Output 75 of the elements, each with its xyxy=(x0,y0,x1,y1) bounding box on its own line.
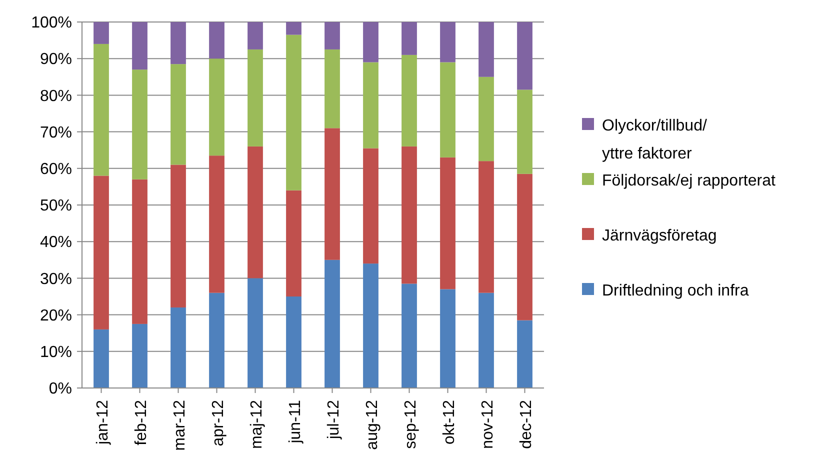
bar xyxy=(94,329,109,388)
x-tick-label: maj-12 xyxy=(248,400,266,449)
y-tick-label: 30% xyxy=(40,270,72,288)
x-tick-label: sep-12 xyxy=(402,400,420,449)
bar xyxy=(478,76,494,162)
y-tick-label: 90% xyxy=(40,51,72,68)
y-tick-label: 100% xyxy=(31,14,72,32)
bar xyxy=(402,284,417,388)
bar xyxy=(478,161,494,293)
bar xyxy=(440,289,456,388)
x-tick-label: jan-12 xyxy=(94,400,112,446)
bar xyxy=(363,148,378,264)
bar xyxy=(478,292,494,388)
bar xyxy=(209,58,224,156)
bar xyxy=(132,70,148,180)
bar xyxy=(402,146,417,284)
bar xyxy=(170,307,186,388)
bar xyxy=(402,22,417,55)
bar xyxy=(363,264,378,388)
y-tick-label: 60% xyxy=(40,161,72,178)
y-tick-label: 80% xyxy=(40,88,72,105)
bar xyxy=(132,22,148,70)
bar xyxy=(286,34,302,190)
bar xyxy=(324,260,340,388)
bar xyxy=(324,22,340,50)
x-tick-label: jul-12 xyxy=(325,400,342,440)
x-tick-label: nov-12 xyxy=(479,400,496,449)
bar xyxy=(132,324,148,388)
y-tick-label: 40% xyxy=(40,234,72,252)
bar xyxy=(248,278,263,388)
x-tick-label: aug-12 xyxy=(364,400,381,450)
bar xyxy=(402,54,417,146)
bar xyxy=(517,22,532,90)
bar xyxy=(286,190,302,296)
y-tick-label: 20% xyxy=(40,307,72,324)
bar xyxy=(517,90,532,174)
bar xyxy=(440,22,456,62)
bar xyxy=(363,22,378,62)
bar xyxy=(248,146,263,278)
bar xyxy=(209,22,224,59)
bar xyxy=(209,156,224,293)
bar xyxy=(94,176,109,330)
x-tick-label: feb-12 xyxy=(132,400,150,446)
bar xyxy=(478,22,494,77)
legend-label: Olyckor/tillbud/yttre faktorer xyxy=(602,118,708,163)
bar xyxy=(132,179,148,324)
bar xyxy=(170,164,186,308)
x-tick-label: okt-12 xyxy=(440,400,458,444)
bar xyxy=(517,174,532,320)
legend-label: Driftledning och infra xyxy=(602,282,749,300)
y-tick-label: 50% xyxy=(40,198,72,215)
y-tick-label: 70% xyxy=(40,124,72,142)
bar xyxy=(324,49,340,128)
bar xyxy=(248,49,263,146)
bar xyxy=(286,296,302,388)
bar xyxy=(94,22,109,44)
bar xyxy=(286,22,302,35)
x-tick-label: jun-11 xyxy=(286,400,304,444)
bar xyxy=(94,44,109,176)
bar xyxy=(517,320,532,388)
x-tick-label: apr-12 xyxy=(210,400,227,446)
legend-label: Järnvägsföretag xyxy=(602,228,717,245)
x-tick-label: dec-12 xyxy=(518,400,535,449)
bar xyxy=(324,128,340,260)
bar xyxy=(248,22,263,50)
bar xyxy=(440,62,456,158)
bar xyxy=(440,157,456,290)
y-tick-label: 0% xyxy=(48,380,72,398)
bar xyxy=(170,64,186,165)
bar xyxy=(209,292,224,388)
legend-label: Följdorsak/ej rapporterat xyxy=(602,172,776,190)
bar xyxy=(363,62,378,148)
y-tick-label: 10% xyxy=(40,344,72,361)
bar xyxy=(170,22,186,64)
x-tick-label: mar-12 xyxy=(171,400,188,451)
